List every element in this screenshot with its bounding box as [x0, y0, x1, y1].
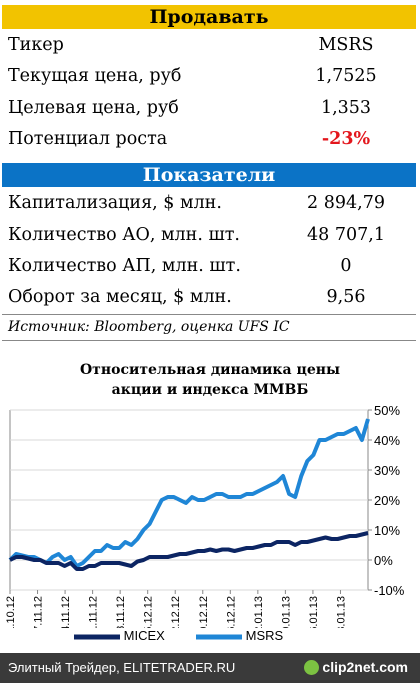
y-tick-label: 20% — [374, 493, 400, 508]
x-tick-label: 21.11.12 — [88, 596, 100, 628]
monthly-turnover-row: Оборот за месяц, $ млн. 9,56 — [8, 287, 413, 311]
y-tick-label: 30% — [374, 463, 400, 478]
x-tick-label: 02.01.13 — [253, 596, 265, 628]
y-tick-label: 10% — [374, 523, 400, 538]
divider — [2, 314, 416, 315]
x-tick-label: 12.12.12 — [170, 596, 182, 628]
preferred-shares-label: Количество АП, млн. шт. — [8, 256, 241, 276]
divider — [2, 340, 416, 341]
legend-micex-swatch — [74, 634, 120, 640]
current-price-row: Текущая цена, руб 1,7525 — [8, 66, 413, 90]
series-line-msrs — [8, 418, 370, 568]
x-tick-label: 09.01.13 — [280, 596, 292, 628]
y-tick-label: -10% — [374, 583, 405, 598]
x-tick-label: 31.10.12 — [5, 596, 17, 628]
upside-value: -23% — [321, 129, 371, 149]
legend-msrs-swatch — [196, 634, 242, 640]
x-tick-label: 05.12.12 — [143, 596, 155, 628]
clip2net-logo: clip2net.com — [304, 659, 408, 675]
ordinary-shares-label: Количество АО, млн. шт. — [8, 225, 240, 245]
clip2net-logo-text: clip2net.com — [322, 659, 408, 675]
x-tick-label: 28.11.12 — [115, 596, 127, 628]
ticker-label: Тикер — [8, 35, 64, 55]
monthly-turnover-value: 9,56 — [326, 287, 366, 307]
ticker-value: MSRS — [318, 35, 374, 55]
capitalization-row: Капитализация, $ млн. 2 894,79 — [8, 193, 413, 217]
x-tick-label: 23.01.13 — [335, 596, 347, 628]
preferred-shares-row: Количество АП, млн. шт. 0 — [8, 256, 413, 280]
legend-micex: MICEX — [74, 628, 165, 643]
legend-msrs: MSRS — [196, 628, 283, 643]
footer: Элитный Трейдер, ELITETRADER.RU clip2net… — [0, 653, 420, 683]
current-price-label: Текущая цена, руб — [8, 66, 182, 86]
target-price-row: Целевая цена, руб 1,353 — [8, 98, 413, 122]
chart-title: Относительная динамика цены акции и инде… — [30, 360, 390, 400]
current-price-value: 1,7525 — [315, 66, 377, 86]
y-tick-label: 40% — [374, 433, 400, 448]
line-chart: -10% 0% 10% 20% 30% 40% 50% 31.10.12 07.11.12 14.… — [5, 403, 405, 628]
upside-row: Потенциал роста -23% — [8, 129, 413, 153]
footer-text: Элитный Трейдер, ELITETRADER.RU — [8, 660, 236, 675]
x-tick-label: 26.12.12 — [225, 596, 237, 628]
indicators-header: Показатели — [2, 163, 416, 187]
y-tick-label: 50% — [374, 403, 400, 418]
x-tick-label: 07.11.12 — [33, 596, 45, 628]
sell-header: Продавать — [2, 5, 416, 29]
ordinary-shares-value: 48 707,1 — [307, 225, 385, 245]
series-line-micex — [9, 531, 369, 571]
monthly-turnover-label: Оборот за месяц, $ млн. — [8, 287, 232, 307]
target-price-value: 1,353 — [320, 98, 372, 118]
ticker-row: Тикер MSRS — [8, 35, 413, 59]
chart-title-line2: акции и индекса ММВБ — [111, 382, 309, 398]
chart-title-line1: Относительная динамика цены — [79, 362, 341, 378]
legend-msrs-label: MSRS — [245, 628, 284, 643]
x-tick-label: 16.01.13 — [308, 596, 320, 628]
clip2net-icon — [304, 660, 320, 675]
ordinary-shares-row: Количество АО, млн. шт. 48 707,1 — [8, 225, 413, 249]
preferred-shares-value: 0 — [340, 256, 352, 276]
legend-micex-label: MICEX — [123, 628, 165, 643]
capitalization-value: 2 894,79 — [307, 193, 385, 213]
x-tick-label: 19.12.12 — [198, 596, 210, 628]
upside-label: Потенциал роста — [8, 129, 168, 149]
target-price-label: Целевая цена, руб — [8, 98, 179, 118]
capitalization-label: Капитализация, $ млн. — [8, 193, 222, 213]
x-tick-label: 14.11.12 — [60, 596, 72, 628]
source-note: Источник: Bloomberg, оценка UFS IC — [8, 319, 290, 335]
y-tick-label: 0% — [374, 553, 393, 568]
